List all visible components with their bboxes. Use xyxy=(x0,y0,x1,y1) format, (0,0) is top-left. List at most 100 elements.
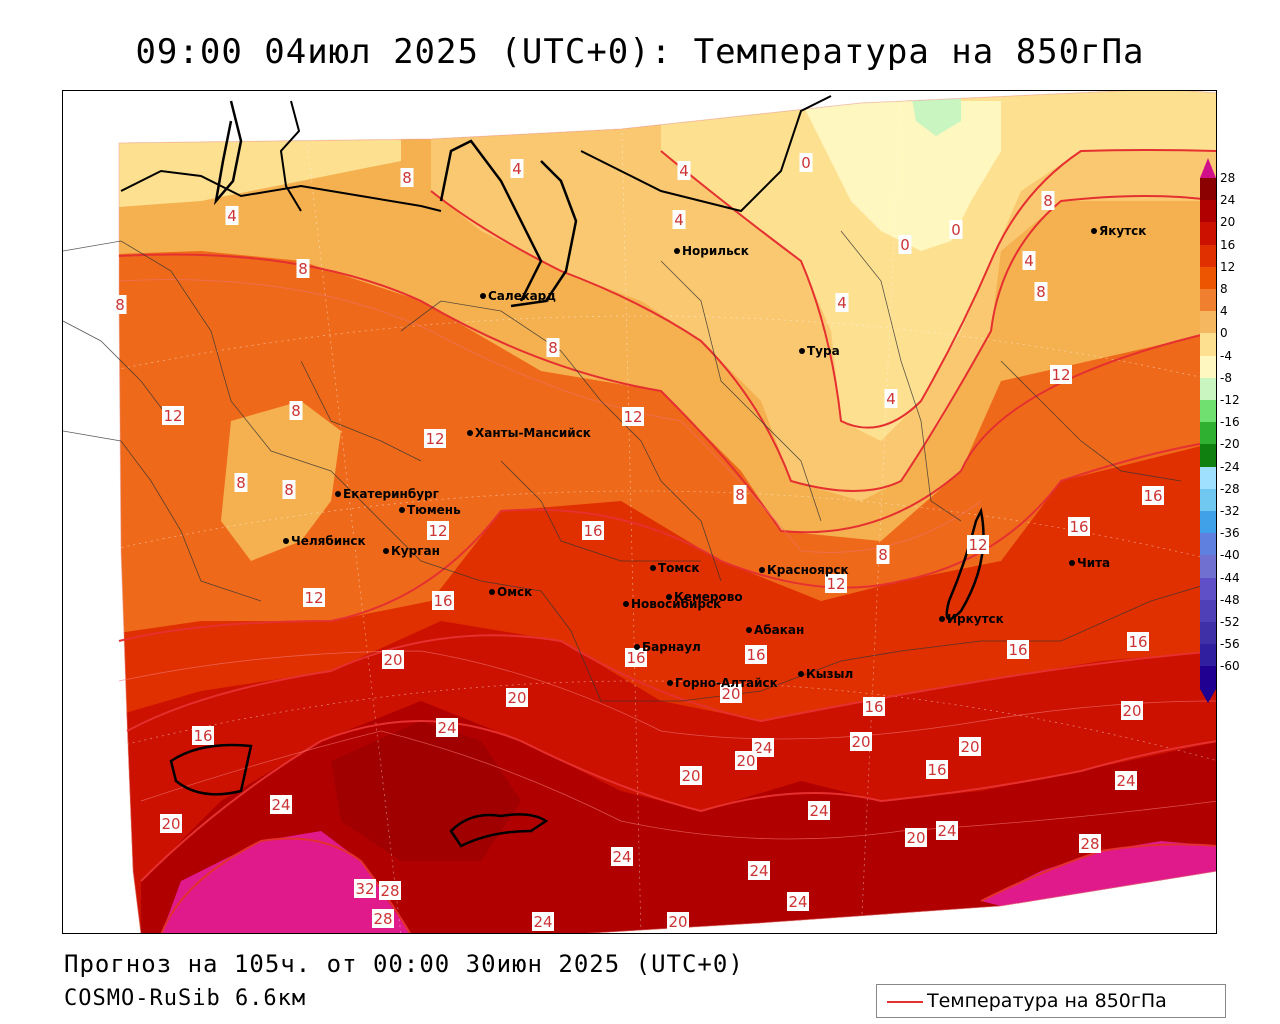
svg-text:16: 16 xyxy=(626,649,645,667)
isotherm-value-label: 24 xyxy=(808,801,830,820)
color-scale-swatch xyxy=(1200,244,1216,268)
color-scale-swatch xyxy=(1200,200,1216,223)
svg-text:20: 20 xyxy=(736,752,755,770)
isotherm-value-label: 8 xyxy=(400,168,414,187)
svg-text:4: 4 xyxy=(227,207,237,225)
isotherm-value-label: 12 xyxy=(303,588,325,607)
city-dot xyxy=(634,644,640,650)
isotherm-value-label: 28 xyxy=(379,881,401,900)
svg-text:24: 24 xyxy=(612,848,631,866)
city-dot xyxy=(489,589,495,595)
color-scale-tick: -48 xyxy=(1220,592,1240,607)
svg-text:8: 8 xyxy=(115,296,125,314)
isotherm-value-label: 24 xyxy=(936,821,958,840)
city-label: Новосибирск xyxy=(631,597,721,611)
isotherm-value-label: 20 xyxy=(160,814,182,833)
isotherm-value-label: 12 xyxy=(427,521,449,540)
coastlines xyxy=(120,95,985,848)
city-ekb: Екатеринбург xyxy=(335,487,439,501)
city-dot xyxy=(799,348,805,354)
color-scale-tick: 0 xyxy=(1220,326,1228,341)
svg-text:16: 16 xyxy=(193,727,212,745)
color-scale-tick: 4 xyxy=(1220,304,1228,319)
svg-text:32: 32 xyxy=(355,880,374,898)
svg-text:16: 16 xyxy=(1008,641,1027,659)
svg-text:24: 24 xyxy=(937,822,956,840)
isotherm-value-label: 32 xyxy=(354,879,376,898)
isotherm-value-label: 16 xyxy=(582,521,604,540)
isotherm-value-label: 16 xyxy=(625,648,647,667)
color-scale-tick: -44 xyxy=(1220,570,1240,585)
isotherm-value-label: 4 xyxy=(677,161,691,180)
svg-text:12: 12 xyxy=(1051,366,1070,384)
isotherm-value-label: 8 xyxy=(546,338,560,357)
city-salekhard: Салехард xyxy=(480,289,556,303)
color-scale-swatch xyxy=(1200,355,1216,379)
isotherm-value-label: 20 xyxy=(720,684,742,703)
city-dot xyxy=(746,627,752,633)
isotherm-value-label: 12 xyxy=(967,535,989,554)
isotherm-value-label: 4 xyxy=(884,389,898,408)
color-scale: 28 24 20 16 12 8 4 0 -4 -8 -12 -16 -20 -24 -28 -32 -36 -4… xyxy=(1200,158,1280,703)
isotherm-value-label: 24 xyxy=(787,892,809,911)
city-yakutsk: Якутск xyxy=(1091,224,1146,238)
city-dot xyxy=(650,565,656,571)
color-scale-tick: -12 xyxy=(1220,393,1240,407)
svg-text:0: 0 xyxy=(951,221,961,239)
isotherm-value-label: 12 xyxy=(424,429,446,448)
svg-text:12: 12 xyxy=(304,589,323,607)
svg-text:28: 28 xyxy=(1080,835,1099,853)
city-chita: Чита xyxy=(1069,556,1110,570)
color-scale-swatch xyxy=(1200,622,1216,645)
city-dot xyxy=(480,293,486,299)
isotherm-value-label: 20 xyxy=(850,732,872,751)
svg-text:16: 16 xyxy=(746,646,765,664)
city-tura: Тура xyxy=(799,344,840,358)
isotherm-value-label: 16 xyxy=(1068,517,1090,536)
svg-text:20: 20 xyxy=(383,651,402,669)
svg-text:0: 0 xyxy=(801,154,811,172)
isotherm-value-label: 4 xyxy=(672,210,686,229)
isotherm-value-label: 20 xyxy=(1121,701,1143,720)
city-kurgan: Курган xyxy=(383,544,440,558)
color-scale-swatch xyxy=(1200,289,1216,312)
city-label: Норильск xyxy=(682,244,749,258)
color-scale-swatch xyxy=(1200,577,1216,601)
svg-text:20: 20 xyxy=(507,689,526,707)
svg-text:24: 24 xyxy=(271,796,290,814)
isotherm-value-label: 16 xyxy=(1127,632,1149,651)
city-tyumen: Тюмень xyxy=(399,503,461,517)
color-scale-tick: -60 xyxy=(1220,659,1240,674)
svg-text:8: 8 xyxy=(1043,192,1053,210)
color-scale-tick: -8 xyxy=(1220,370,1232,385)
svg-text:20: 20 xyxy=(960,738,979,756)
city-markers: Норильск Салехард Тура Якутск Ханты-Мансийск… xyxy=(283,224,1146,690)
temperature-map: 8 4 4 0 4 4 0 0 8 4 8 8 8 4 8 12 4 8 12 12 12 8 8 8 16 16 12 16 12 8 1… xyxy=(62,90,1217,934)
svg-text:24: 24 xyxy=(788,893,807,911)
isotherm-value-label: 8 xyxy=(1034,282,1048,301)
isotherm-value-label: 20 xyxy=(905,828,927,847)
svg-text:8: 8 xyxy=(284,481,294,499)
isotherm-value-label: 16 xyxy=(863,697,885,716)
color-scale-tick: -16 xyxy=(1220,415,1240,430)
color-scale-swatch xyxy=(1200,511,1216,534)
city-dot xyxy=(1069,560,1075,566)
color-scale-tick: 28 xyxy=(1220,171,1236,185)
city-label: Салехард xyxy=(488,289,556,303)
color-scale-tick: 24 xyxy=(1220,193,1236,208)
svg-text:16: 16 xyxy=(1128,633,1147,651)
svg-text:4: 4 xyxy=(512,160,522,178)
isotherm-value-label: 0 xyxy=(799,153,813,172)
isotherm-value-label: 20 xyxy=(506,688,528,707)
svg-text:4: 4 xyxy=(1024,252,1034,270)
city-dot xyxy=(759,567,765,573)
color-scale-tick: 20 xyxy=(1220,215,1236,230)
svg-text:12: 12 xyxy=(826,575,845,593)
svg-text:16: 16 xyxy=(1143,487,1162,505)
color-scale-swatch xyxy=(1200,400,1216,423)
color-scale-swatch xyxy=(1200,266,1216,290)
isotherm-value-label: 12 xyxy=(162,406,184,425)
forecast-info: Прогноз на 105ч. от 00:00 30июн 2025 (UT… xyxy=(64,950,744,978)
isotherm-value-label: 24 xyxy=(752,738,774,757)
